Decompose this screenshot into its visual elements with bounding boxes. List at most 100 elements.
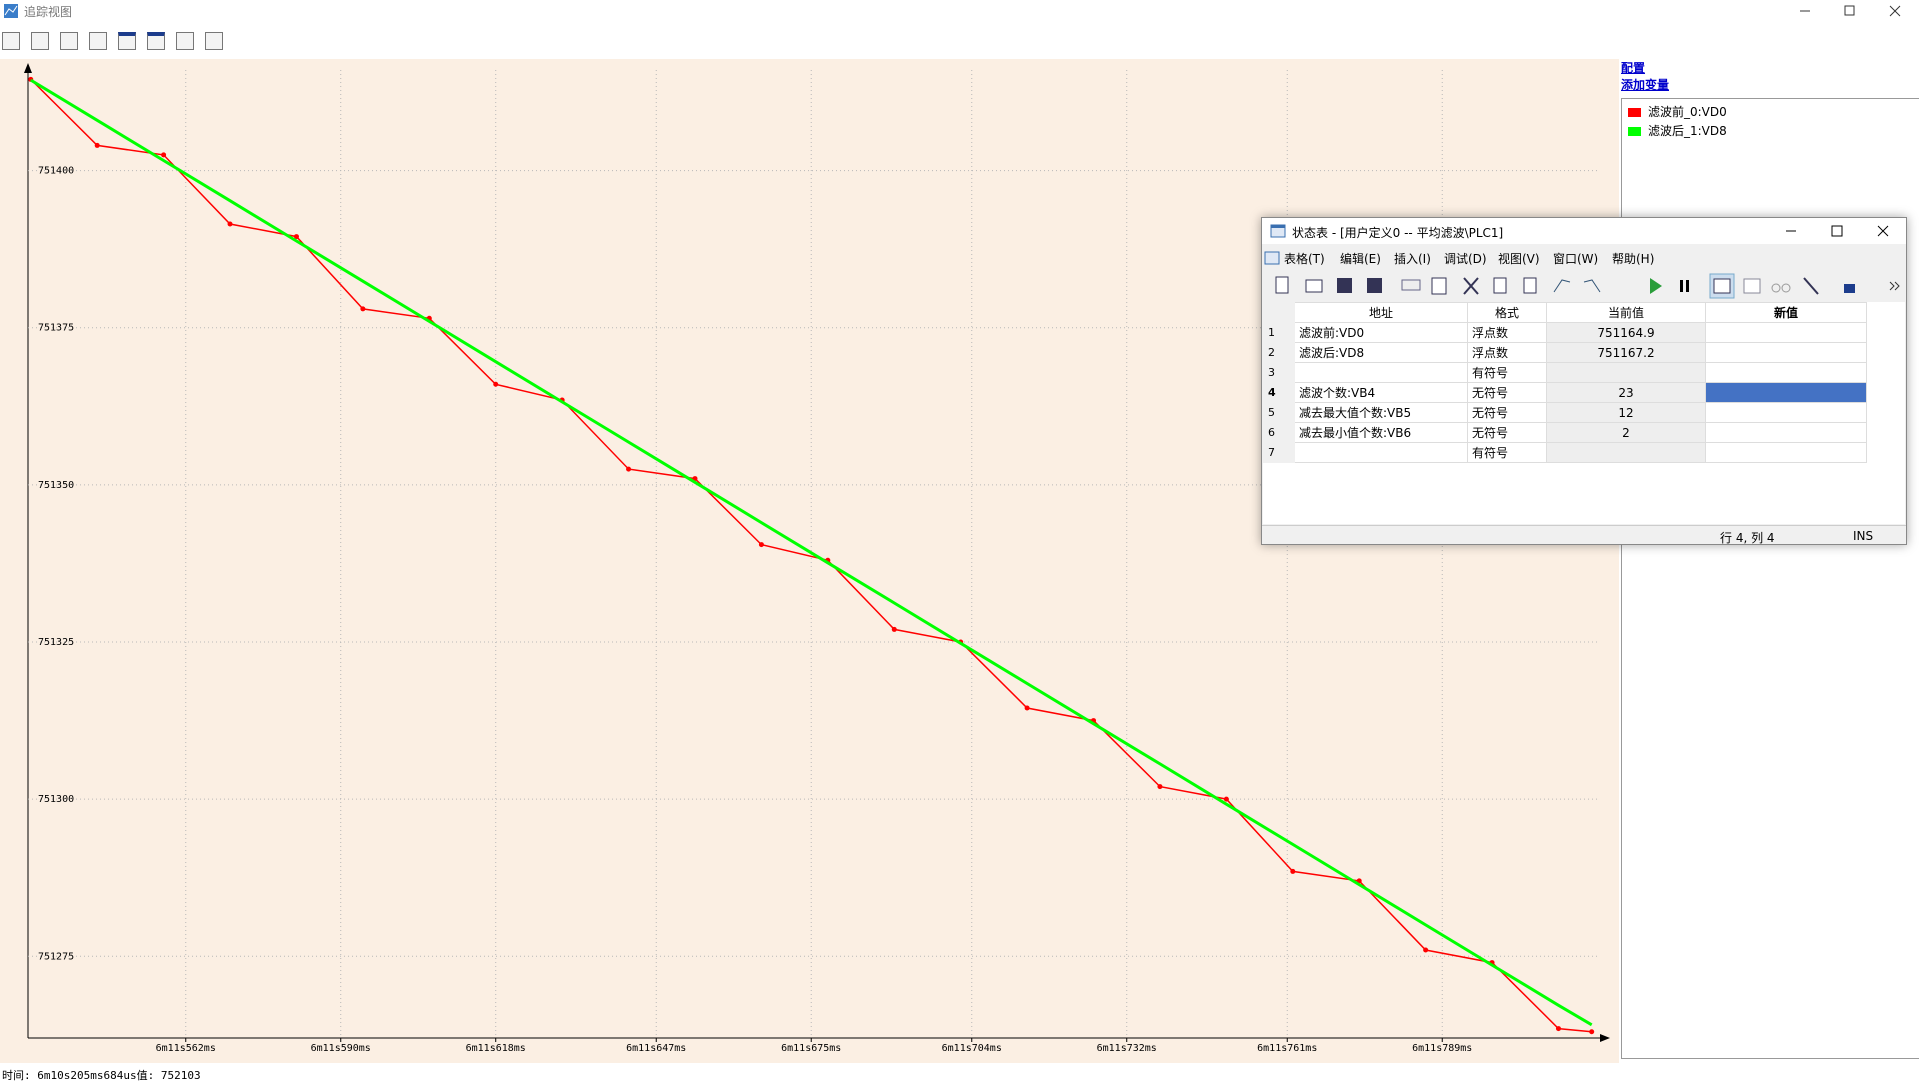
cell[interactable] [1705,342,1867,363]
window-controls[interactable] [1790,0,1920,22]
cell[interactable]: 减去最小值个数:VB6 [1294,422,1468,443]
y-tick-label: 751325 [38,637,74,648]
toolbar-icons[interactable] [1262,270,1906,302]
cell[interactable] [1705,362,1867,383]
cell[interactable] [1294,362,1468,383]
config-link[interactable]: 配置 [1621,61,1646,75]
y-tick-label: 751375 [38,323,74,334]
row-number[interactable]: 5 [1263,402,1295,423]
row-number[interactable]: 4 [1263,382,1295,403]
data-point [891,626,897,632]
cell[interactable] [1705,322,1867,343]
menu-item[interactable]: 表格(T) [1284,252,1325,266]
x-tick-label: 6m11s647ms [626,1043,686,1054]
cell[interactable] [1705,382,1867,403]
menu-item[interactable]: 窗口(W) [1553,252,1599,266]
menu-item[interactable]: 帮助(H) [1612,252,1655,266]
column-header: 地址 [1294,302,1468,323]
menu-item[interactable]: 编辑(E) [1340,252,1381,266]
insert-mode: INS [1853,529,1874,543]
row-number[interactable]: 2 [1263,342,1295,363]
window-title-bar: 状态表 - [用户定义0 -- 平均滤波\PLC1] [1262,218,1906,244]
trace-chart: 751275 751300 751325 751350 751375 751400 6m11… [0,59,1619,1063]
cell[interactable]: 减去最大值个数:VB5 [1294,402,1468,423]
table-row: 1 滤波前:VD0 浮点数 751164.9 [1263,322,1867,343]
cell[interactable] [1705,442,1867,463]
legend-swatch [1628,127,1641,136]
x-tick-label: 6m11s761ms [1257,1043,1317,1054]
x-tick-label: 6m11s590ms [311,1043,371,1054]
data-point [161,152,167,158]
window-toolbar [1262,270,1906,302]
cell[interactable]: 有符号 [1467,362,1547,383]
series-line [30,78,1593,1027]
cell[interactable] [1546,442,1706,463]
row-number[interactable]: 3 [1263,362,1295,383]
cell[interactable]: 浮点数 [1467,322,1547,343]
x-tick-label: 6m11s618ms [466,1043,526,1054]
data-point [1589,1029,1595,1035]
cell[interactable]: 12 [1546,402,1706,423]
window-title: 状态表 - [用户定义0 -- 平均滤波\PLC1] [1292,226,1504,240]
legend-swatch [1628,108,1641,117]
cell[interactable]: 751167.2 [1546,342,1706,363]
cell[interactable]: 浮点数 [1467,342,1547,363]
tool-button[interactable] [118,32,136,50]
add-variable-link[interactable]: 添加变量 [1621,78,1670,92]
legend-entry: 滤波前_0:VD0 [1648,105,1727,119]
cell[interactable] [1705,422,1867,443]
cell[interactable] [1294,442,1468,463]
column-header: 格式 [1467,302,1547,323]
data-point [360,306,366,312]
x-tick-label: 6m11s789ms [1412,1043,1472,1054]
cell[interactable]: 无符号 [1467,402,1547,423]
cell[interactable]: 无符号 [1467,382,1547,403]
y-tick-label: 751350 [38,480,74,491]
row-number[interactable]: 7 [1263,442,1295,463]
menu-bar: 表格(T) 编辑(E) 插入(I) 调试(D) 视图(V) 窗口(W) 帮助(H) [1262,248,1906,268]
table-row: 4 滤波个数:VB4 无符号 23 [1263,382,1867,403]
data-point [1423,947,1429,953]
tool-button[interactable] [2,32,20,50]
table: 地址 格式 当前值 新值 1 滤波前:VD0 浮点数 751164.9 2 滤波后:VD8 浮点数 7… [1263,302,1867,463]
title-bar: 追踪视图 [0,0,1920,22]
menu-item[interactable]: 调试(D) [1444,252,1487,266]
y-tick-label: 751300 [38,794,74,805]
cell[interactable]: 滤波个数:VB4 [1294,382,1468,403]
tool-button[interactable] [31,32,49,50]
data-point [94,142,100,148]
row-number[interactable]: 1 [1263,322,1295,343]
row-number-header [1263,302,1295,323]
cell[interactable] [1705,402,1867,423]
menu-item[interactable]: 插入(I) [1394,252,1431,266]
cell[interactable] [1546,362,1706,383]
cell[interactable]: 滤波后:VD8 [1294,342,1468,363]
menu-item[interactable]: 视图(V) [1498,252,1540,266]
cell[interactable]: 无符号 [1467,422,1547,443]
window-controls[interactable] [1772,218,1906,244]
data-point [626,466,632,472]
tool-button[interactable] [60,32,78,50]
table-row: 5 减去最大值个数:VB5 无符号 12 [1263,402,1867,423]
status-table-window: 状态表 - [用户定义0 -- 平均滤波\PLC1] 表格(T) 编辑(E) 插入(… [1261,217,1907,545]
row-number[interactable]: 6 [1263,422,1295,443]
table-row: 6 减去最小值个数:VB6 无符号 2 [1263,422,1867,443]
table-row: 3 有符号 [1263,362,1867,383]
cell[interactable]: 751164.9 [1546,322,1706,343]
cell[interactable]: 滤波前:VD0 [1294,322,1468,343]
cell[interactable]: 有符号 [1467,442,1547,463]
tool-button[interactable] [205,32,223,50]
app-icon [4,4,18,18]
tool-button[interactable] [147,32,165,50]
header-row: 地址 格式 当前值 新值 [1263,302,1867,323]
cell[interactable]: 2 [1546,422,1706,443]
data-point [1024,705,1030,711]
cursor-position: 行 4, 列 4 [1720,531,1775,545]
tool-button[interactable] [89,32,107,50]
window-icon [1270,224,1286,238]
data-point [293,234,299,240]
status-text: 时间: 6m10s205ms684us值: 752103 [2,1069,201,1082]
tool-button[interactable] [176,32,194,50]
table-row: 2 滤波后:VD8 浮点数 751167.2 [1263,342,1867,363]
cell[interactable]: 23 [1546,382,1706,403]
